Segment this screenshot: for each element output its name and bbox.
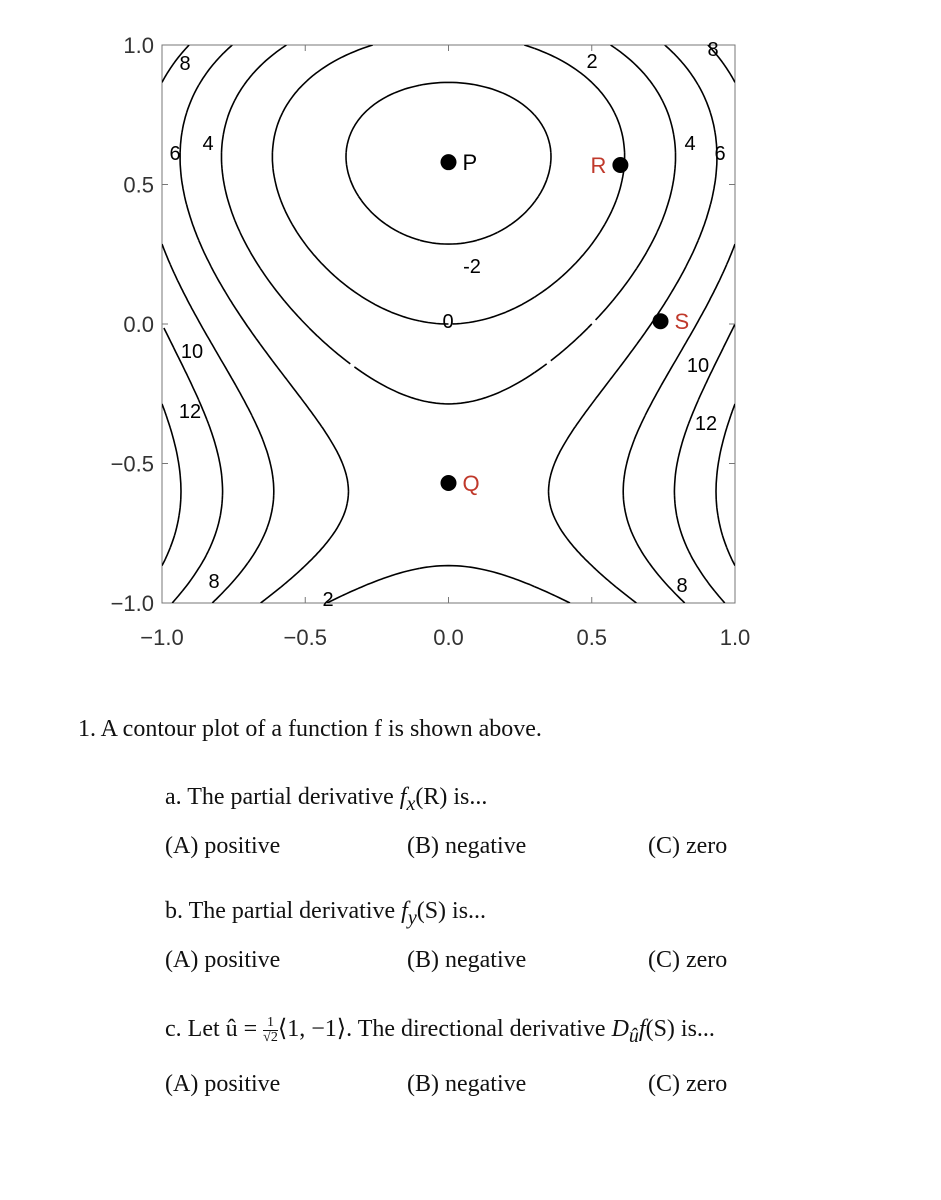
text: y <box>407 906 417 929</box>
point-label: R <box>591 153 607 178</box>
fraction: 1 √2 <box>263 1015 278 1045</box>
text: û <box>628 1024 639 1047</box>
text: b. The partial derivative <box>165 898 402 924</box>
choice: (B) negative <box>407 1071 527 1097</box>
question-stem: 1. A contour plot of a function f is sho… <box>78 716 542 742</box>
contour-label: 12 <box>179 401 201 423</box>
contour-label: 12 <box>695 413 717 435</box>
y-tick-label: 0.5 <box>123 173 154 198</box>
choice: (C) zero <box>648 1071 728 1097</box>
contour-label: 6 <box>714 143 725 165</box>
text: 1 <box>263 1015 278 1031</box>
text: √2 <box>263 1029 278 1045</box>
x-tick-label: 0.0 <box>433 625 464 650</box>
point <box>440 475 457 492</box>
contour-figure: −1.0 −0.5 0.0 0.5 1.01.00.50.0−0.5−1.086 4284… <box>111 33 751 650</box>
text: (R) is... <box>415 784 488 810</box>
text: f <box>401 898 408 924</box>
contour-label: 8 <box>707 39 718 61</box>
text: f <box>399 784 407 810</box>
x-tick-label: −0.5 <box>284 625 327 650</box>
choice: (C) zero <box>648 833 728 859</box>
contour-label: 2 <box>322 589 333 611</box>
text: c. Let û = <box>165 1016 264 1042</box>
y-tick-label: 1.0 <box>123 33 154 58</box>
contour-label: 8 <box>676 575 687 597</box>
contour-line <box>220 45 677 603</box>
x-tick-label: 1.0 <box>720 625 751 650</box>
point-label: Q <box>463 471 480 496</box>
contour-label: -2 <box>463 256 481 278</box>
point <box>612 156 629 173</box>
choice: (A) positive <box>165 947 281 973</box>
text: D <box>611 1016 629 1042</box>
choice: (B) negative <box>407 947 527 973</box>
contour-label: 4 <box>202 133 213 155</box>
contour-line <box>345 81 552 245</box>
y-tick-label: 0.0 <box>123 312 154 337</box>
text: f <box>638 1016 646 1042</box>
contour-label: 4 <box>684 133 695 155</box>
contour-label: 2 <box>586 51 597 73</box>
part-prompt: c. Let û = 1 √2 ⟨1, −1⟩. The directional d… <box>165 1014 715 1048</box>
x-tick-label: 0.5 <box>576 625 607 650</box>
point <box>652 313 669 330</box>
text: (S) is... <box>645 1016 715 1042</box>
text: x <box>406 792 416 815</box>
choice: (A) positive <box>165 1071 281 1097</box>
contours <box>162 45 735 603</box>
choice: (A) positive <box>165 833 281 859</box>
y-tick-label: −0.5 <box>111 452 154 477</box>
part-prompt: b. The partial derivative fy(S) is... <box>165 898 486 930</box>
contour-line <box>163 323 735 603</box>
point-label: P <box>463 150 478 175</box>
choice: (B) negative <box>407 833 527 859</box>
text: a. The partial derivative <box>165 784 400 810</box>
point-label: S <box>675 309 690 334</box>
contour-label: 10 <box>687 355 709 377</box>
point <box>440 154 457 171</box>
contour-line <box>271 45 626 325</box>
text: ⟨1, −1⟩. The directional derivative <box>277 1016 612 1042</box>
part-prompt: a. The partial derivative fx(R) is... <box>165 784 487 816</box>
contour-label: 8 <box>208 571 219 593</box>
y-tick-label: −1.0 <box>111 591 154 616</box>
contour-label: 0 <box>442 311 453 333</box>
choice: (C) zero <box>648 947 728 973</box>
contour-label: 8 <box>179 53 190 75</box>
x-tick-label: −1.0 <box>140 625 183 650</box>
contour-label: 10 <box>181 341 203 363</box>
text: (S) is... <box>416 898 487 924</box>
contour-label: 6 <box>169 143 180 165</box>
contour-line <box>162 403 735 566</box>
contour-line <box>162 45 735 603</box>
